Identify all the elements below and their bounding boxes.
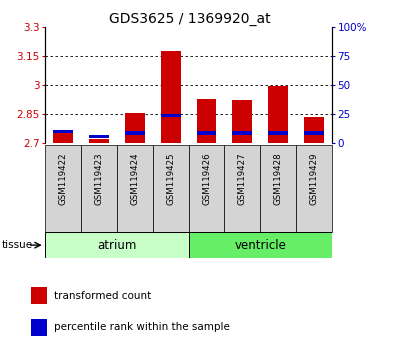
- Text: GSM119426: GSM119426: [202, 152, 211, 205]
- Text: tissue: tissue: [2, 240, 33, 250]
- Bar: [304, 131, 324, 135]
- Bar: [53, 130, 73, 133]
- Bar: [125, 131, 145, 135]
- Text: percentile rank within the sample: percentile rank within the sample: [54, 322, 230, 332]
- Text: GSM119429: GSM119429: [309, 152, 318, 205]
- Bar: [31, 287, 47, 304]
- Text: GSM119427: GSM119427: [238, 152, 247, 205]
- Bar: [260, 145, 296, 232]
- Bar: [197, 98, 216, 143]
- Text: GSM119424: GSM119424: [130, 152, 139, 205]
- Text: ventricle: ventricle: [234, 239, 286, 252]
- Bar: [117, 145, 153, 232]
- Text: GSM119423: GSM119423: [95, 152, 103, 205]
- Text: GSM119425: GSM119425: [166, 152, 175, 205]
- Bar: [296, 145, 332, 232]
- Text: GSM119422: GSM119422: [59, 152, 68, 205]
- Bar: [161, 51, 181, 143]
- Bar: [31, 319, 47, 336]
- Bar: [161, 114, 181, 117]
- Bar: [189, 232, 332, 258]
- Text: GSM119428: GSM119428: [274, 152, 282, 205]
- Text: atrium: atrium: [97, 239, 137, 252]
- Bar: [268, 86, 288, 143]
- Bar: [45, 145, 81, 232]
- Bar: [304, 117, 324, 143]
- Bar: [233, 131, 252, 135]
- Bar: [197, 131, 216, 135]
- Bar: [189, 145, 224, 232]
- Text: transformed count: transformed count: [54, 291, 151, 301]
- Bar: [81, 145, 117, 232]
- Bar: [45, 232, 189, 258]
- Bar: [53, 132, 73, 143]
- Text: GDS3625 / 1369920_at: GDS3625 / 1369920_at: [109, 12, 271, 27]
- Bar: [233, 99, 252, 143]
- Bar: [224, 145, 260, 232]
- Bar: [125, 113, 145, 143]
- Bar: [89, 135, 109, 138]
- Bar: [89, 139, 109, 143]
- Bar: [268, 131, 288, 135]
- Bar: [153, 145, 189, 232]
